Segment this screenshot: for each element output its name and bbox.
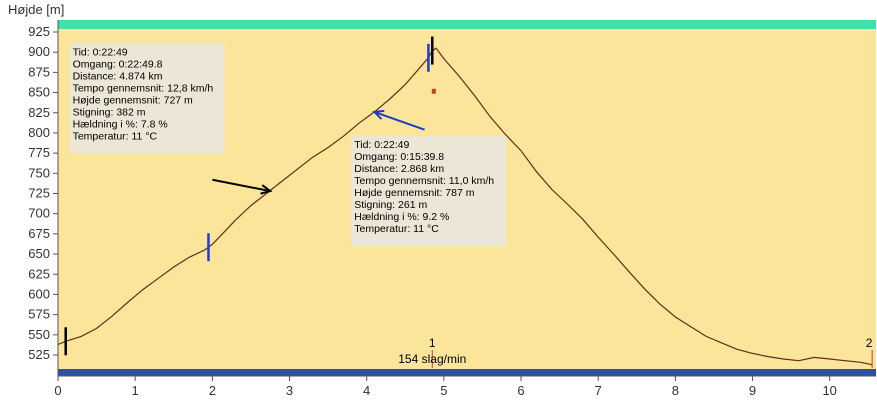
info-box-line: Højde gennemsnit: 787 m xyxy=(354,187,474,199)
y-tick-label: 900 xyxy=(28,44,50,59)
info-box-bg xyxy=(351,136,507,247)
arrow-shaft-0 xyxy=(212,178,271,193)
info-box-line: Distance: 4.874 km xyxy=(73,70,163,82)
info-box-line: Tid: 0:22:49 xyxy=(354,139,409,151)
x-tick-label: 1 xyxy=(132,383,139,398)
x-tick-label: 5 xyxy=(440,383,447,398)
arrow-head-1 xyxy=(372,109,385,120)
x-tick-label: 10 xyxy=(822,383,836,398)
y-tick-label: 875 xyxy=(28,64,50,79)
annotation-arrows xyxy=(212,109,425,195)
x-tick-label: 6 xyxy=(517,383,524,398)
lap-number-label: 2 xyxy=(866,336,873,350)
info-box-line: Stigning: 382 m xyxy=(73,106,146,118)
lap-number-label: 1 xyxy=(429,336,436,350)
x-tick-label: 2 xyxy=(209,383,216,398)
y-tick-label: 625 xyxy=(28,266,50,281)
y-tick-label: 550 xyxy=(28,327,50,342)
heart-rate-label: 154 slag/min xyxy=(398,352,466,366)
info-box-line: Omgang: 0:15:39.8 xyxy=(354,151,444,163)
arrow-shaft-1 xyxy=(374,110,425,131)
y-tick-label: 525 xyxy=(28,347,50,362)
info-box-line: Tid: 0:22:49 xyxy=(73,46,128,58)
info-box-line: Højde gennemsnit: 727 m xyxy=(73,94,193,106)
info-box-line: Temperatur: 11 °C xyxy=(73,130,158,142)
x-tick-label: 8 xyxy=(672,383,679,398)
info-box-line: Distance: 2.868 km xyxy=(354,163,444,175)
elevation-line-0 xyxy=(57,47,873,366)
top-band xyxy=(58,20,876,29)
info-box-line: Temperatur: 11 °C xyxy=(354,223,439,235)
y-tick-label: 575 xyxy=(28,307,50,322)
arrow-head-0 xyxy=(260,184,273,195)
info-box-bg xyxy=(69,43,225,154)
y-tick-label: 650 xyxy=(28,246,50,261)
red-marker xyxy=(431,88,436,94)
x-tick-label: 7 xyxy=(595,383,602,398)
info-box-line: Omgang: 0:22:49.8 xyxy=(73,58,163,70)
info-box-line: Stigning: 261 m xyxy=(354,199,427,211)
y-tick-label: 725 xyxy=(28,186,50,201)
y-tick-label: 675 xyxy=(28,226,50,241)
x-axis: 0 1 2 3 4 5 6 7 8 9 10 xyxy=(54,376,837,398)
x-tick-label: 4 xyxy=(363,383,370,398)
elevation-series xyxy=(57,47,873,366)
info-box-line: Hældning i %: 9.2 % xyxy=(354,211,449,223)
y-tick-label: 750 xyxy=(28,165,50,180)
y-axis: 925 900 875 850 825 800 775 750 725 700 675 650 625 6… xyxy=(28,24,58,362)
y-axis-label: Højde [m] xyxy=(8,2,64,17)
y-tick-label: 775 xyxy=(28,145,50,160)
lap-markers xyxy=(64,36,434,356)
point-markers: 1 2 154 slag/min xyxy=(398,88,873,368)
x-tick-label: 9 xyxy=(749,383,756,398)
info-box-line: Tempo gennemsnit: 11,0 km/h xyxy=(354,175,494,187)
y-tick-label: 850 xyxy=(28,85,50,100)
y-tick-label: 600 xyxy=(28,286,50,301)
x-tick-label: 3 xyxy=(286,383,293,398)
y-tick-label: 700 xyxy=(28,206,50,221)
y-tick-label: 800 xyxy=(28,125,50,140)
info-box-line: Tempo gennemsnit: 12,8 km/h xyxy=(73,82,214,94)
y-tick-label: 825 xyxy=(28,105,50,120)
x-tick-label: 0 xyxy=(54,383,61,398)
y-tick-label: 925 xyxy=(28,24,50,39)
info-box-line: Hældning i %: 7.8 % xyxy=(73,118,168,130)
bottom-band xyxy=(58,369,876,376)
